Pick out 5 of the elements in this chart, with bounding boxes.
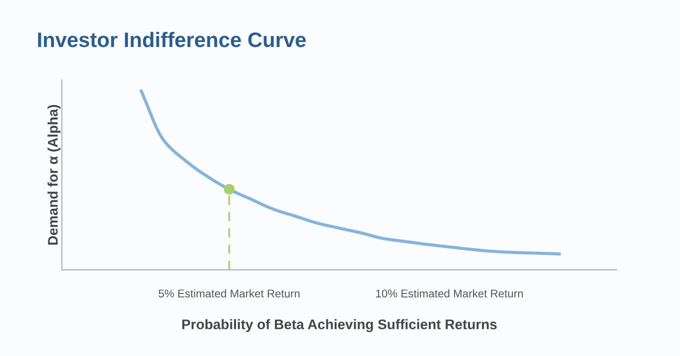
chart-title: Investor Indifference Curve bbox=[38, 32, 306, 48]
x-tick-label: 5% Estimated Market Return bbox=[158, 289, 300, 298]
x-tick-label: 10% Estimated Market Return bbox=[376, 289, 523, 298]
x-axis-title: Probability of Beta Achieving Sufficient Returns bbox=[182, 319, 497, 332]
y-axis-title: Demand for α (Alpha) bbox=[48, 105, 60, 245]
